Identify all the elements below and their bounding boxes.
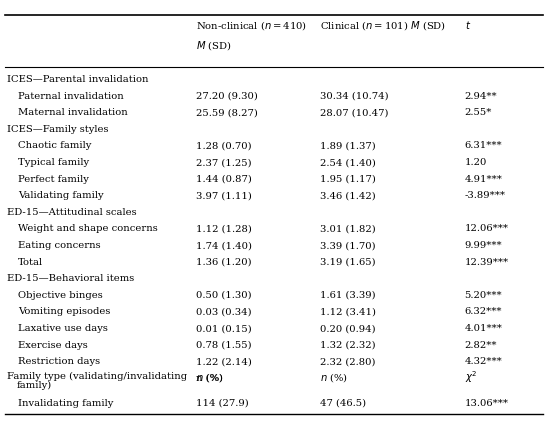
- Text: 12.06***: 12.06***: [465, 224, 509, 234]
- Text: 27.20 (9.30): 27.20 (9.30): [196, 92, 258, 101]
- Text: Maternal invalidation: Maternal invalidation: [19, 108, 128, 117]
- Text: ICES—Family styles: ICES—Family styles: [7, 125, 108, 134]
- Text: 1.20: 1.20: [465, 158, 487, 167]
- Text: 3.19 (1.65): 3.19 (1.65): [319, 258, 375, 267]
- Text: 5.20***: 5.20***: [465, 291, 503, 300]
- Text: Clinical ($n$ = 101) $M$ (SD): Clinical ($n$ = 101) $M$ (SD): [319, 18, 446, 32]
- Text: 3.01 (1.82): 3.01 (1.82): [319, 224, 375, 234]
- Text: 30.34 (10.74): 30.34 (10.74): [319, 92, 389, 101]
- Text: $M$ (SD): $M$ (SD): [196, 39, 232, 52]
- Text: 1.22 (2.14): 1.22 (2.14): [196, 357, 252, 366]
- Text: 25.59 (8.27): 25.59 (8.27): [196, 108, 258, 117]
- Text: Restriction days: Restriction days: [19, 357, 100, 366]
- Text: n (%): n (%): [196, 373, 223, 382]
- Text: 2.55*: 2.55*: [465, 108, 492, 117]
- Text: 2.82**: 2.82**: [465, 341, 497, 350]
- Text: 1.95 (1.17): 1.95 (1.17): [319, 175, 375, 183]
- Text: 4.01***: 4.01***: [465, 324, 503, 333]
- Text: 6.32***: 6.32***: [465, 308, 502, 316]
- Text: 0.20 (0.94): 0.20 (0.94): [319, 324, 375, 333]
- Text: Perfect family: Perfect family: [19, 175, 89, 183]
- Text: 1.74 (1.40): 1.74 (1.40): [196, 241, 252, 250]
- Text: Laxative use days: Laxative use days: [19, 324, 109, 333]
- Text: -3.89***: -3.89***: [465, 191, 506, 200]
- Text: $n$ (%): $n$ (%): [319, 371, 348, 384]
- Text: $n$ (%): $n$ (%): [196, 371, 224, 384]
- Text: 12.39***: 12.39***: [465, 258, 509, 267]
- Text: Non-clinical ($n$ = 410): Non-clinical ($n$ = 410): [196, 18, 307, 32]
- Text: Vomiting episodes: Vomiting episodes: [19, 308, 111, 316]
- Text: 4.91***: 4.91***: [465, 175, 503, 183]
- Text: 114 (27.9): 114 (27.9): [196, 399, 249, 408]
- Text: 0.03 (0.34): 0.03 (0.34): [196, 308, 252, 316]
- Text: 0.78 (1.55): 0.78 (1.55): [196, 341, 252, 350]
- Text: 1.44 (0.87): 1.44 (0.87): [196, 175, 252, 183]
- Text: 1.61 (3.39): 1.61 (3.39): [319, 291, 375, 300]
- Text: Chaotic family: Chaotic family: [19, 141, 92, 150]
- Text: 6.31***: 6.31***: [465, 141, 503, 150]
- Text: ICES—Parental invalidation: ICES—Parental invalidation: [7, 75, 148, 84]
- Text: 2.94**: 2.94**: [465, 92, 497, 101]
- Text: $t$: $t$: [465, 18, 471, 31]
- Text: 3.39 (1.70): 3.39 (1.70): [319, 241, 375, 250]
- Text: ED-15—Attitudinal scales: ED-15—Attitudinal scales: [7, 208, 136, 217]
- Text: 2.37 (1.25): 2.37 (1.25): [196, 158, 252, 167]
- Text: 4.32***: 4.32***: [465, 357, 503, 366]
- Text: Exercise days: Exercise days: [19, 341, 88, 350]
- Text: 2.32 (2.80): 2.32 (2.80): [319, 357, 375, 366]
- Text: 3.97 (1.11): 3.97 (1.11): [196, 191, 252, 200]
- Text: 1.12 (1.28): 1.12 (1.28): [196, 224, 252, 234]
- Text: Validating family: Validating family: [19, 191, 104, 200]
- Text: Paternal invalidation: Paternal invalidation: [19, 92, 124, 101]
- Text: 0.50 (1.30): 0.50 (1.30): [196, 291, 252, 300]
- Text: 1.32 (2.32): 1.32 (2.32): [319, 341, 375, 350]
- Text: Typical family: Typical family: [19, 158, 89, 167]
- Text: Eating concerns: Eating concerns: [19, 241, 101, 250]
- Text: 1.12 (3.41): 1.12 (3.41): [319, 308, 375, 316]
- Text: Family type (validating/invalidating: Family type (validating/invalidating: [7, 372, 187, 381]
- Text: Weight and shape concerns: Weight and shape concerns: [19, 224, 158, 234]
- Text: Objective binges: Objective binges: [19, 291, 103, 300]
- Text: Total: Total: [19, 258, 43, 267]
- Text: ED-15—Behavioral items: ED-15—Behavioral items: [7, 274, 134, 283]
- Text: 0.01 (0.15): 0.01 (0.15): [196, 324, 252, 333]
- Text: 1.36 (1.20): 1.36 (1.20): [196, 258, 252, 267]
- Text: 3.46 (1.42): 3.46 (1.42): [319, 191, 375, 200]
- Text: 1.89 (1.37): 1.89 (1.37): [319, 141, 375, 150]
- Text: 2.54 (1.40): 2.54 (1.40): [319, 158, 375, 167]
- Text: 1.28 (0.70): 1.28 (0.70): [196, 141, 252, 150]
- Text: 28.07 (10.47): 28.07 (10.47): [319, 108, 388, 117]
- Text: $\chi^{2}$: $\chi^{2}$: [465, 370, 477, 385]
- Text: Invalidating family: Invalidating family: [19, 399, 114, 408]
- Text: 9.99***: 9.99***: [465, 241, 503, 250]
- Text: 13.06***: 13.06***: [465, 399, 509, 408]
- Text: family): family): [16, 381, 52, 390]
- Text: 47 (46.5): 47 (46.5): [319, 399, 366, 408]
